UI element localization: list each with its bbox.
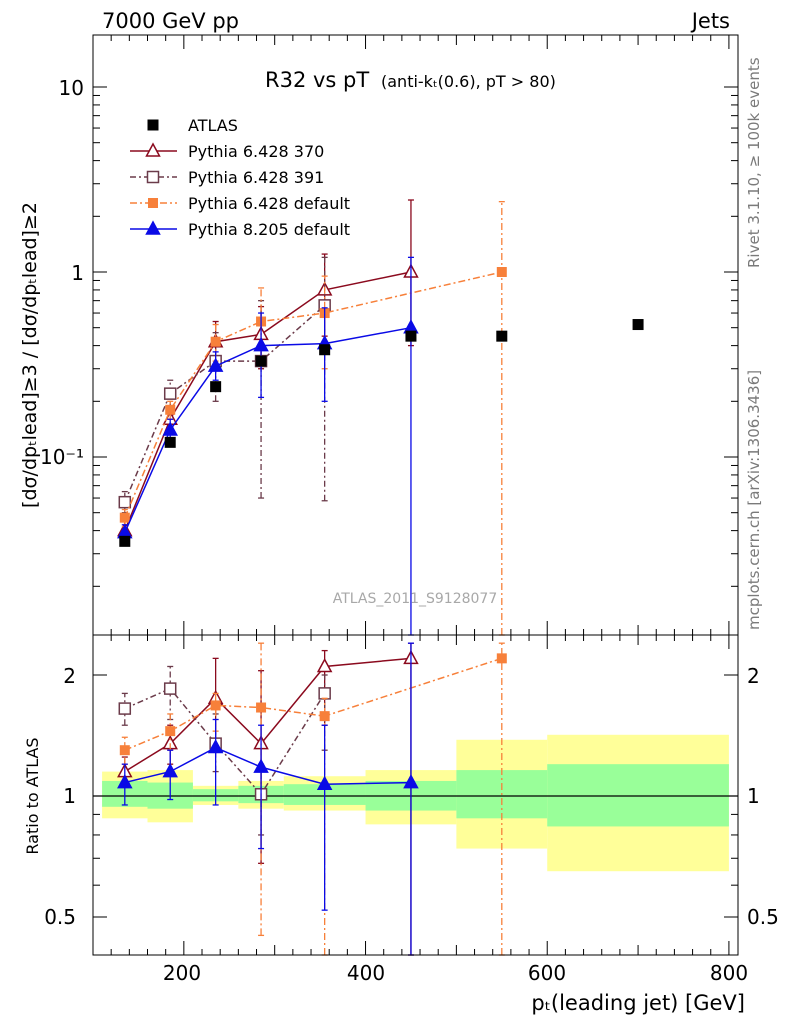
mcplots-reference: mcplots.cern.ch [arXiv:1306.3436] — [745, 369, 763, 630]
main-p8_default-point — [253, 337, 269, 352]
legend-marker-0 — [147, 119, 159, 131]
main-p8_default-point — [207, 357, 224, 372]
main-p6_391-line — [124, 304, 326, 503]
ratio-p6_default-point — [496, 653, 507, 664]
ratio-p8_default-point — [162, 763, 178, 778]
legend-label-0: ATLAS — [188, 116, 238, 135]
rivet-version-label: Rivet 3.1.10, ≥ 100k events — [745, 57, 763, 268]
ratio-p6_default-point — [319, 711, 330, 722]
ratio-p8_default-point — [253, 758, 269, 773]
beam-label: 7000 GeV pp — [102, 9, 239, 33]
ratio-p6_default-point — [165, 726, 176, 737]
main-atlas-point — [119, 535, 131, 547]
ratio-p6_391-point — [318, 687, 331, 700]
ratio-p8_default-point — [207, 738, 224, 754]
main-ytick-label-1: 1 — [71, 261, 84, 285]
ratio-p8_default-point — [117, 773, 133, 789]
ratio-panel: 2 1 0.5 2 1 0.5 Ratio to ATLAS 200 400 6… — [23, 634, 779, 1015]
legend-label-2: Pythia 6.428 391 — [188, 168, 324, 187]
main-p6_391-point — [163, 387, 177, 400]
main-atlas-point — [255, 355, 267, 367]
ratio-ytick-label-1-right: 1 — [747, 784, 760, 808]
legend: ATLAS Pythia 6.428 370 Pythia 6.428 391 Pyt… — [130, 116, 350, 239]
ratio-ytick-label-0.5-right: 0.5 — [747, 905, 779, 929]
ratio-band-inner — [547, 764, 729, 827]
ratio-ytick-label-1: 1 — [63, 784, 76, 808]
main-atlas-point — [319, 344, 331, 356]
main-panel: R32 vs pT (anti-kₜ(0.6), pT > 80) ATLAS_… — [19, 34, 739, 636]
main-p6_default-point — [119, 512, 130, 523]
main-p6_default-point — [210, 336, 221, 347]
ratio-p6_391-point — [118, 702, 132, 715]
ratio-p6_391-line — [124, 687, 326, 796]
main-p6_default-line — [124, 271, 502, 518]
main-atlas-point — [164, 436, 176, 448]
main-ytick-label-10: 10 — [59, 76, 84, 100]
ratio-p6_370-point — [316, 657, 333, 673]
ratio-p8_default-point — [316, 775, 333, 790]
main-atlas-point — [496, 330, 508, 342]
legend-marker-1 — [145, 142, 161, 157]
main-ytick-label-0.1: 10⁻¹ — [40, 445, 84, 469]
ratio-p6_default-point — [256, 702, 267, 713]
main-p6_391-point — [118, 495, 132, 509]
legend-marker-2 — [146, 170, 160, 184]
xtick-label-600: 600 — [528, 961, 566, 985]
main-title-detail: (anti-kₜ(0.6), pT > 80) — [381, 72, 556, 91]
ratio-ylabel: Ratio to ATLAS — [23, 737, 42, 854]
ratio-ytick-label-0.5: 0.5 — [44, 905, 76, 929]
main-p6_default-point — [496, 267, 507, 277]
main-atlas-point — [632, 319, 644, 331]
legend-label-4: Pythia 8.205 default — [188, 220, 350, 239]
ratio-ytick-label-2-right: 2 — [747, 664, 760, 688]
main-atlas-point — [210, 381, 222, 393]
xtick-label-400: 400 — [347, 961, 385, 985]
ratio-p6_391-point — [163, 682, 177, 695]
x-axis-label: pₜ(leading jet) [GeV] — [531, 991, 745, 1015]
ratio-frame — [92, 634, 739, 956]
ratio-p6_default-line — [124, 657, 503, 751]
ratio-p6_default-point — [119, 745, 130, 756]
legend-marker-3 — [148, 198, 158, 208]
legend-label-3: Pythia 6.428 default — [188, 194, 350, 213]
legend-label-1: Pythia 6.428 370 — [188, 142, 324, 161]
ratio-p6_370-line — [124, 657, 412, 773]
process-label: Jets — [690, 9, 730, 33]
main-title: R32 vs pT — [265, 68, 369, 92]
main-p8_default-line — [124, 326, 412, 533]
main-p8_default-point — [162, 421, 178, 436]
ratio-p8_default-line — [124, 746, 411, 785]
ratio-p8_default-point — [403, 773, 419, 789]
main-p6_default-point — [165, 404, 176, 415]
xtick-label-800: 800 — [710, 961, 748, 985]
legend-marker-4 — [145, 220, 161, 235]
main-ylabel: [dσ/dpₜl​ead]≥3 / [dσ/dpₜl​ead]≥2 — [19, 202, 41, 508]
analysis-id: ATLAS_2011_S9128077 — [333, 591, 498, 607]
xtick-label-200: 200 — [163, 961, 201, 985]
ratio-p6_default-point — [210, 700, 221, 711]
main-atlas-point — [405, 330, 417, 342]
ratio-ytick-label-2: 2 — [63, 664, 76, 688]
main-p6_370-line — [124, 271, 412, 531]
